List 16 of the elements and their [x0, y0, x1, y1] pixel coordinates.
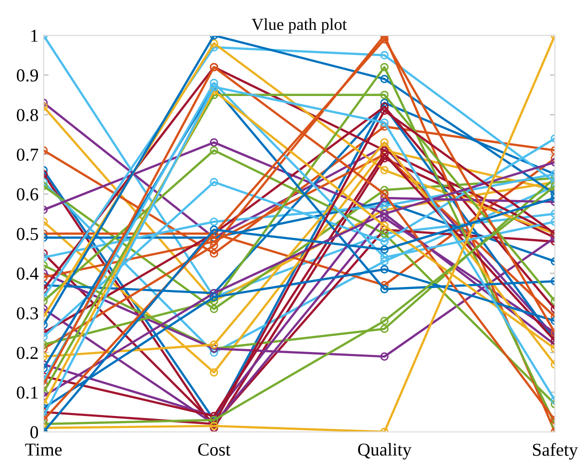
y-tick-label: 0.7 [16, 148, 38, 161]
y-tick-label: 0.8 [16, 108, 38, 122]
y-tick-label: 0.6 [16, 188, 38, 201]
y-tick-label: 0.4 [16, 268, 38, 280]
y-tick-label: 0.9 [16, 69, 38, 82]
x-tick-label: Time [25, 444, 62, 456]
y-tick-label: 0 [30, 426, 38, 438]
y-tick-label: 1 [31, 30, 38, 42]
x-tick-label: Safety [533, 442, 578, 460]
chart-title: Vlue path plot [252, 18, 347, 34]
x-tick-label: Quality [358, 442, 412, 460]
y-tick-label: 0.5 [16, 228, 38, 240]
y-tick-label: 0.3 [16, 307, 38, 320]
x-tick-label: Cost [198, 444, 230, 456]
y-tick-label: 0.2 [16, 346, 38, 360]
y-tick-label: 0.1 [16, 386, 38, 399]
